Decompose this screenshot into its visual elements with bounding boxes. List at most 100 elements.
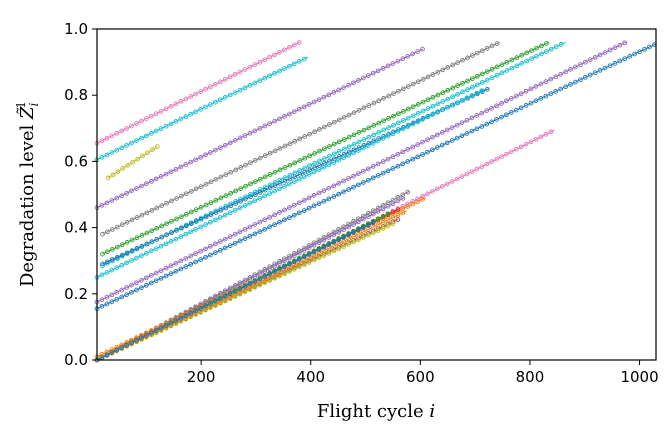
data-point — [287, 215, 292, 220]
data-point — [459, 120, 465, 126]
data-point — [563, 69, 568, 75]
data-point — [390, 209, 396, 215]
data-point — [316, 201, 322, 206]
data-point — [509, 57, 515, 63]
data-point — [400, 196, 406, 201]
data-point — [242, 284, 248, 289]
data-point — [474, 50, 480, 56]
data-point — [168, 104, 174, 109]
data-point — [489, 75, 495, 81]
data-point — [420, 139, 425, 145]
data-point — [247, 233, 253, 239]
data-point — [306, 260, 312, 265]
data-point — [129, 248, 135, 253]
data-point — [129, 140, 134, 146]
data-point — [396, 88, 401, 94]
data-point — [494, 41, 500, 46]
data-point — [252, 80, 258, 86]
data-point — [109, 257, 115, 262]
data-point — [104, 301, 110, 307]
data-point — [622, 56, 628, 62]
data-point — [238, 186, 243, 191]
data-point — [371, 123, 377, 128]
data-point — [351, 184, 356, 190]
data-point — [267, 172, 273, 177]
data-point — [396, 111, 401, 117]
data-point — [465, 78, 470, 84]
data-point — [425, 191, 430, 197]
data-point — [227, 291, 233, 297]
data-point — [173, 318, 179, 324]
y-tick-label: 1.0 — [64, 20, 88, 38]
data-point — [474, 90, 480, 96]
data-point — [253, 192, 258, 197]
data-point — [375, 161, 381, 167]
data-point — [213, 303, 218, 308]
data-point — [134, 186, 139, 191]
data-point — [262, 269, 268, 274]
data-point — [607, 47, 613, 53]
series-1 — [94, 56, 309, 163]
data-point — [173, 101, 179, 107]
data-point — [119, 294, 125, 300]
data-point — [223, 205, 229, 211]
data-point — [361, 105, 367, 111]
data-point — [474, 73, 480, 79]
data-point — [622, 40, 628, 46]
data-point — [178, 164, 184, 170]
data-point — [390, 154, 396, 160]
x-tick-label: 600 — [406, 368, 435, 386]
data-point — [450, 85, 456, 91]
data-point — [573, 64, 578, 70]
series-10 — [94, 42, 657, 312]
data-point — [592, 54, 598, 60]
data-point — [582, 59, 588, 65]
data-point — [178, 315, 184, 321]
data-point — [375, 216, 381, 222]
data-point — [257, 126, 263, 131]
plot-frame — [96, 28, 657, 361]
data-point — [553, 44, 559, 50]
data-point — [168, 271, 174, 276]
data-point — [360, 145, 366, 151]
data-point — [469, 115, 475, 121]
data-point — [124, 292, 129, 298]
data-point — [385, 133, 391, 139]
data-point — [301, 208, 307, 213]
data-point — [405, 159, 411, 164]
data-point — [587, 57, 593, 63]
data-point — [454, 176, 460, 182]
data-point — [129, 289, 134, 295]
data-point — [174, 216, 179, 222]
data-point — [410, 113, 416, 119]
data-point — [326, 185, 332, 191]
data-point — [316, 190, 322, 196]
data-point — [296, 176, 302, 182]
data-point — [444, 181, 450, 187]
data-point — [144, 230, 150, 236]
data-point — [602, 65, 608, 71]
data-point — [198, 306, 203, 311]
data-point — [114, 290, 120, 295]
data-point — [341, 227, 346, 233]
data-point — [237, 291, 243, 297]
data-point — [296, 200, 302, 206]
data-point — [316, 237, 322, 243]
data-point — [164, 200, 169, 206]
data-point — [252, 281, 258, 287]
data-point — [385, 211, 391, 217]
data-point — [267, 185, 273, 191]
data-point — [375, 138, 381, 144]
data-point — [262, 123, 268, 129]
data-point — [104, 270, 110, 275]
data-point — [208, 200, 214, 205]
data-point — [158, 108, 164, 114]
data-point — [104, 135, 110, 141]
data-point — [425, 149, 430, 155]
data-point — [321, 253, 327, 259]
data-point — [154, 225, 160, 231]
data-point — [430, 189, 435, 194]
data-point — [508, 110, 514, 115]
data-point — [632, 51, 637, 57]
data-point — [370, 220, 376, 225]
